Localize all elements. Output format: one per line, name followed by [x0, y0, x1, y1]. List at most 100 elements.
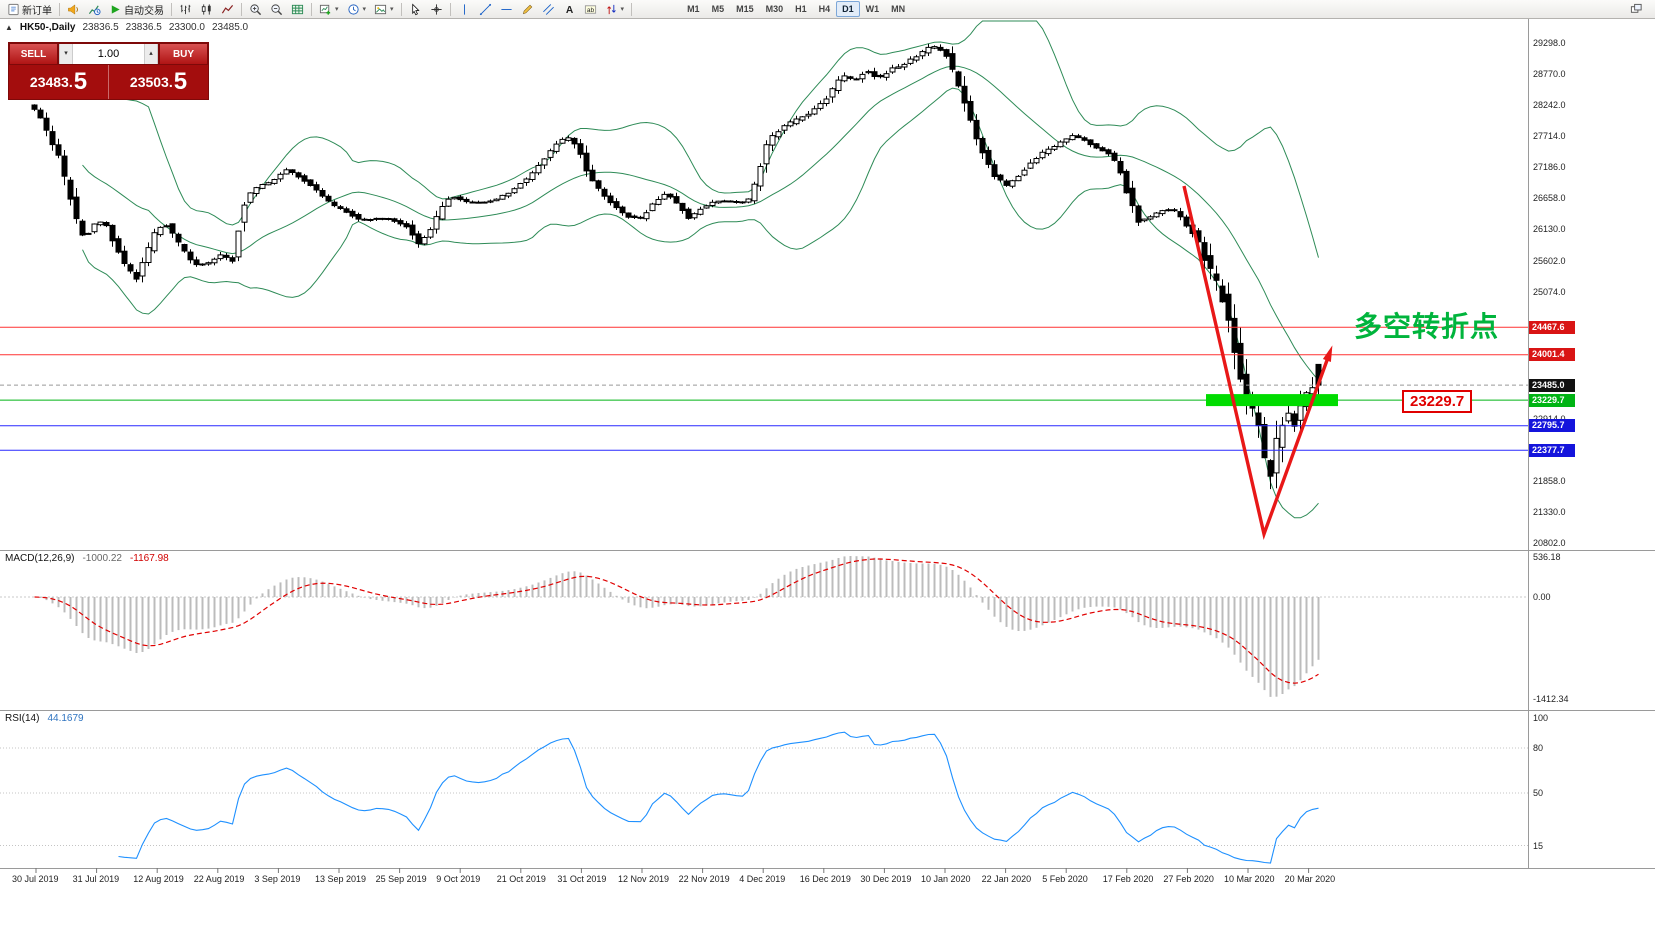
one-click-trading-panel: SELL ▾ 1.00 ▴ BUY 23483. 5 23503. 5 [8, 42, 209, 100]
trendline-icon [479, 3, 491, 15]
new-chart-icon [319, 4, 331, 15]
new-order-button[interactable]: 新订单 [3, 1, 56, 18]
buy-button[interactable]: BUY [159, 43, 208, 65]
chart-header: ▲ HK50-,Daily 23836.5 23836.5 23300.0 23… [5, 22, 248, 33]
date-axis-label: 3 Sep 2019 [254, 874, 301, 884]
zoom-in-icon [250, 3, 262, 15]
order-panel-prices: 23483. 5 23503. 5 [9, 65, 208, 99]
clock-icon [347, 3, 359, 15]
order-panel-controls: SELL ▾ 1.00 ▴ BUY [9, 43, 208, 65]
vline-icon [463, 3, 465, 15]
date-axis-label: 20 Mar 2020 [1284, 874, 1336, 884]
date-axis-label: 16 Dec 2019 [799, 874, 851, 884]
tile-windows-button[interactable] [287, 1, 308, 18]
bar-open-value: 23836.5 [82, 22, 119, 33]
one-click-expander-icon[interactable]: ▲ [5, 23, 13, 32]
date-axis-label: 10 Jan 2020 [921, 874, 971, 884]
candle-chart-mode-button[interactable] [196, 1, 217, 18]
volume-decrease-button[interactable]: ▾ [59, 44, 73, 64]
time-scale[interactable]: 30 Jul 2019 31 Jul 2019 12 Aug 2019 22 Aug … [0, 874, 1655, 888]
cursor-icon [411, 2, 420, 15]
date-axis-label: 13 Sep 2019 [315, 874, 367, 884]
new-chart-button[interactable]: ▾ [315, 1, 343, 18]
date-axis-label: 25 Sep 2019 [375, 874, 427, 884]
date-axis-label: 21 Oct 2019 [496, 874, 546, 884]
date-axis-label: 4 Dec 2019 [739, 874, 786, 884]
date-axis-label: 22 Jan 2020 [981, 874, 1032, 884]
timeframe-m15-button[interactable]: M15 [736, 4, 754, 14]
date-axis-label: 22 Aug 2019 [193, 874, 245, 884]
bar-chart-mode-button[interactable] [175, 1, 196, 18]
market-watch-button[interactable] [84, 1, 105, 18]
timeframe-w1-button[interactable]: W1 [865, 4, 880, 14]
horizontal-line-tool-button[interactable] [496, 1, 517, 18]
date-axis-label: 10 Mar 2020 [1224, 874, 1275, 884]
toolbar-separator [171, 2, 172, 16]
timeframe-m5-button[interactable]: M5 [711, 4, 725, 14]
sell-price[interactable]: 23483. 5 [9, 65, 108, 99]
channel-tool-button[interactable] [538, 1, 559, 18]
volume-control: ▾ 1.00 ▴ [58, 43, 159, 65]
timeframe-mn-button[interactable]: MN [891, 4, 906, 14]
trendline-tool-button[interactable] [475, 1, 496, 18]
draw-tool-button[interactable] [517, 1, 538, 18]
date-axis-label: 9 Oct 2019 [436, 874, 481, 884]
toolbar-separator [449, 2, 451, 16]
zoom-in-button[interactable] [245, 1, 266, 18]
turning-point-annotation: 多空转折点 [1354, 310, 1500, 343]
bar-high-value: 23836.5 [125, 22, 162, 33]
line-chart-icon [221, 4, 234, 14]
volume-input[interactable]: 1.00 [97, 48, 120, 60]
sell-button[interactable]: SELL [9, 43, 58, 65]
bar-low-value: 23300.0 [168, 22, 205, 33]
timeframe-d1-button[interactable]: D1 [836, 1, 860, 17]
buy-price-main: 23503. [129, 74, 173, 90]
alerts-button[interactable] [63, 1, 84, 18]
rsi-name: RSI(14) [5, 713, 40, 724]
toolbar-separator [241, 2, 242, 16]
zoom-out-button[interactable] [266, 1, 287, 18]
arrows-icon [606, 4, 616, 14]
arrows-tool-button[interactable]: ▾ [601, 1, 629, 18]
timeframe-h4-button[interactable]: H4 [818, 4, 831, 14]
buy-price[interactable]: 23503. 5 [108, 65, 208, 99]
date-axis-label: 27 Feb 2020 [1163, 874, 1214, 884]
windows-icon [1630, 3, 1642, 13]
profiles-button[interactable]: ▾ [343, 1, 371, 18]
date-axis-label: 5 Feb 2020 [1042, 874, 1088, 884]
ohlc-bars-icon [180, 4, 191, 14]
bar-close-value: 23485.0 [211, 22, 249, 33]
label-tool-button[interactable]: ab [580, 1, 601, 18]
caret-down-icon: ▾ [620, 6, 625, 13]
arrange-windows-button[interactable] [1626, 1, 1647, 18]
line-chart-mode-button[interactable] [217, 1, 238, 18]
text-label-icon: ab [584, 4, 596, 13]
timeframe-m30-button[interactable]: M30 [765, 4, 784, 14]
symbol-period-label: HK50-,Daily [19, 22, 76, 33]
cursor-tool-button[interactable] [405, 1, 426, 18]
snapshot-button[interactable]: ▾ [370, 1, 398, 18]
date-axis-label: 12 Nov 2019 [618, 874, 670, 884]
autotrading-button[interactable]: 自动交易 [105, 1, 168, 18]
timeframe-m1-button[interactable]: M1 [687, 4, 700, 14]
macd-header: MACD(12,26,9) -1000.22 -1167.98 [5, 553, 169, 564]
crosshair-tool-button[interactable] [426, 1, 447, 18]
buy-price-big-digit: 5 [173, 68, 188, 95]
crosshair-icon [430, 3, 442, 15]
chart-refresh-icon [88, 4, 101, 15]
svg-text:A: A [565, 5, 573, 16]
autotrading-button-label: 自动交易 [124, 5, 164, 17]
toolbar-separator [311, 2, 312, 16]
candles-icon [201, 3, 211, 15]
text-tool-button[interactable]: A [559, 1, 580, 18]
volume-increase-button[interactable]: ▴ [144, 44, 158, 64]
toolbar-separator [59, 2, 60, 16]
new-order-button-label: 新订单 [22, 5, 52, 17]
timeframe-group: M1 M5 M15 M30 H1 H4 D1 W1 MN [681, 1, 911, 17]
toolbar-separator [400, 2, 402, 16]
play-icon [111, 4, 120, 14]
vertical-line-tool-button[interactable] [454, 1, 475, 18]
timeframe-h1-button[interactable]: H1 [795, 4, 807, 14]
